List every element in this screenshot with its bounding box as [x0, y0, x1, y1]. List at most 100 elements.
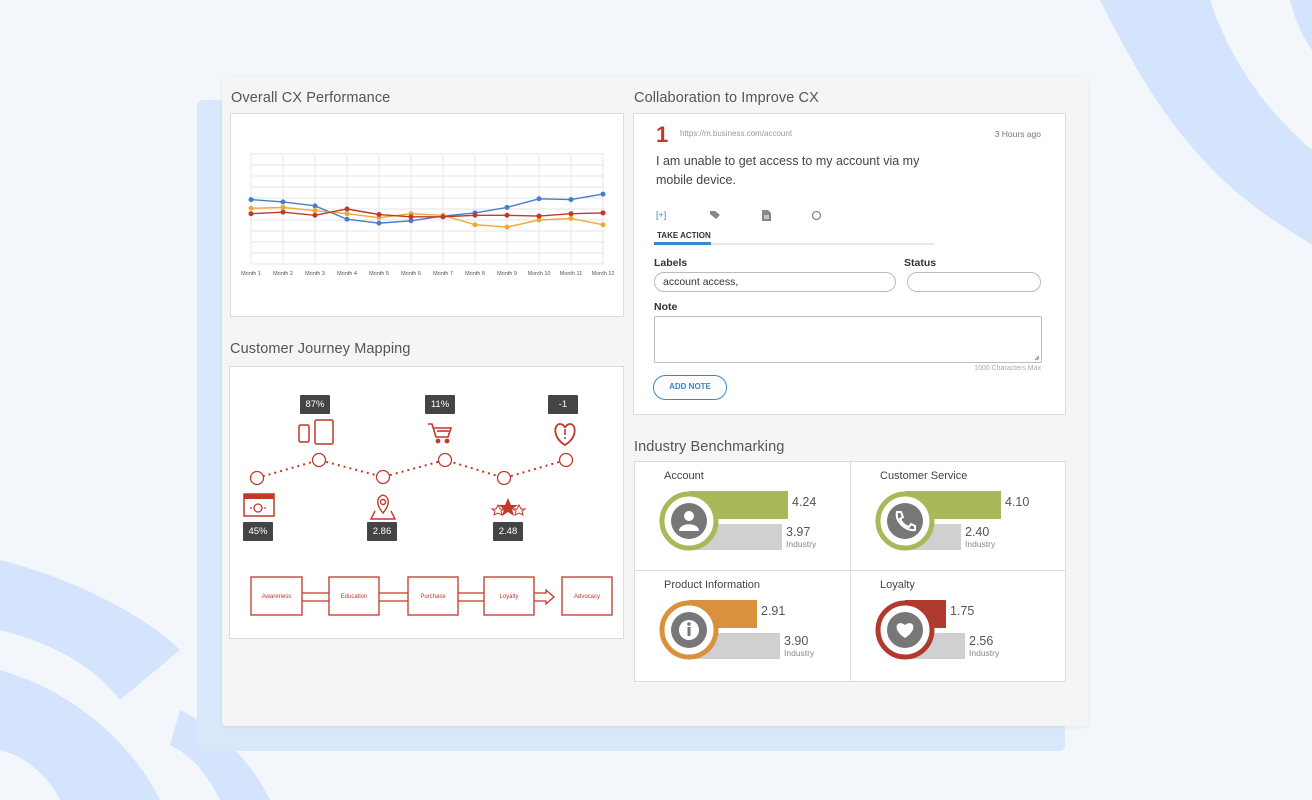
- data-point[interactable]: [344, 216, 350, 222]
- journey-badge: 2.48: [493, 522, 523, 541]
- data-point[interactable]: [280, 199, 286, 205]
- series-line: [250, 193, 604, 224]
- benchmark-cell: Customer Service 4.10 2.40 Industry: [851, 462, 1066, 572]
- data-point[interactable]: [312, 203, 318, 209]
- tab-take-action[interactable]: TAKE ACTION: [657, 231, 711, 240]
- journey-node[interactable]: [437, 452, 453, 468]
- x-tick-label: Month 5: [369, 271, 389, 277]
- benchmark-score: 2.91: [761, 604, 786, 618]
- data-point[interactable]: [248, 211, 254, 217]
- journey-node[interactable]: [558, 452, 574, 468]
- benchmark-industry-label: Industry: [965, 539, 996, 549]
- benchmarking-title: Industry Benchmarking: [634, 439, 785, 455]
- series-line: [250, 206, 604, 228]
- resize-handle-icon[interactable]: [1034, 355, 1040, 361]
- benchmark-cell: Account 4.24 3.97 Industry: [635, 462, 850, 572]
- data-point[interactable]: [312, 212, 318, 218]
- data-point[interactable]: [248, 197, 254, 203]
- journey-map: Awareness Education Purchase Loyalty Adv…: [243, 419, 613, 616]
- data-point[interactable]: [312, 208, 318, 214]
- devices-icon: [298, 419, 334, 445]
- journey-node[interactable]: [249, 470, 265, 486]
- data-point[interactable]: [536, 217, 542, 223]
- journey-badge: 87%: [300, 395, 330, 414]
- benchmark-score: 1.75: [950, 604, 975, 618]
- note-textarea[interactable]: [654, 316, 1042, 363]
- x-tick-label: Month 6: [401, 271, 421, 277]
- document-icon[interactable]: [762, 210, 771, 221]
- data-point[interactable]: [568, 211, 574, 217]
- data-point[interactable]: [504, 212, 510, 218]
- data-point[interactable]: [376, 212, 382, 217]
- data-point[interactable]: [568, 215, 574, 221]
- data-point[interactable]: [472, 222, 478, 228]
- stage-box-awareness[interactable]: [250, 576, 303, 616]
- ticket-url[interactable]: https://m.business.com/account: [680, 129, 793, 138]
- data-point[interactable]: [600, 191, 606, 197]
- x-tick-label: Month 2: [273, 271, 293, 277]
- journey-node[interactable]: [375, 469, 391, 485]
- data-point[interactable]: [568, 197, 574, 203]
- benchmark-title: Account: [664, 470, 704, 482]
- stage-label: Advocacy: [574, 594, 600, 600]
- x-tick-label: Month 8: [465, 271, 485, 277]
- benchmark-cell: Loyalty 1.75 2.56 Industry: [851, 571, 1066, 681]
- benchmark-title: Loyalty: [880, 579, 915, 591]
- stage-box-loyalty[interactable]: [483, 576, 535, 616]
- benchmark-industry-label: Industry: [969, 648, 1000, 658]
- stage-box-advocacy[interactable]: [561, 576, 613, 616]
- journey-path: [256, 458, 567, 480]
- data-point[interactable]: [344, 206, 350, 212]
- data-point[interactable]: [408, 214, 414, 220]
- data-point[interactable]: [440, 214, 446, 220]
- stage-label: Loyalty: [499, 594, 518, 600]
- x-tick-label: Month 7: [433, 271, 453, 277]
- data-point[interactable]: [600, 210, 606, 216]
- labels-input[interactable]: account access,: [654, 272, 896, 292]
- tag-icon[interactable]: [709, 210, 721, 220]
- heart-alert-icon: [554, 423, 576, 447]
- journey-badge: -1: [548, 395, 578, 414]
- journey-stages: [250, 576, 613, 616]
- data-point[interactable]: [376, 220, 382, 226]
- add-bracket-icon[interactable]: [+]: [656, 210, 667, 220]
- collaboration-panel: 1 https://m.business.com/account 3 Hours…: [633, 113, 1066, 415]
- data-point[interactable]: [600, 222, 606, 228]
- data-point[interactable]: [536, 213, 542, 219]
- benchmark-score: 4.10: [1005, 495, 1030, 509]
- x-tick-label: Month 1: [241, 271, 261, 277]
- data-point[interactable]: [504, 224, 510, 230]
- status-select[interactable]: [907, 272, 1041, 292]
- circle-icon[interactable]: [811, 210, 822, 221]
- stage-label: Purchase: [420, 594, 446, 600]
- benchmark-cell: Product Information 2.91 3.90 Industry: [635, 571, 850, 681]
- data-point[interactable]: [280, 204, 286, 210]
- data-point[interactable]: [472, 212, 478, 218]
- benchmark-industry-score: 2.40: [965, 525, 990, 539]
- benchmarking-panel: Account 4.24 3.97 Industry Customer Service 4…: [634, 461, 1066, 682]
- person-icon: [679, 511, 699, 531]
- journey-node[interactable]: [311, 452, 327, 468]
- stage-box-purchase[interactable]: [407, 576, 459, 616]
- x-tick-label: Month 10: [528, 271, 551, 277]
- add-note-button[interactable]: ADD NOTE: [653, 375, 727, 400]
- stage-box-education[interactable]: [328, 576, 380, 616]
- data-point[interactable]: [504, 204, 510, 210]
- data-point[interactable]: [280, 209, 286, 215]
- data-point[interactable]: [344, 211, 350, 217]
- benchmark-score: 4.24: [792, 495, 817, 509]
- background-arc-top-right: [1100, 0, 1312, 245]
- collaboration-title: Collaboration to Improve CX: [634, 90, 819, 106]
- journey-title: Customer Journey Mapping: [230, 341, 411, 357]
- x-tick-label: Month 9: [497, 271, 517, 277]
- journey-badge: 11%: [425, 395, 455, 414]
- data-point[interactable]: [408, 218, 414, 224]
- journey-node[interactable]: [496, 470, 512, 486]
- ticket-message: I am unable to get access to my account …: [656, 154, 920, 187]
- data-point[interactable]: [248, 205, 254, 211]
- data-point[interactable]: [536, 196, 542, 202]
- ticket-number: 1: [656, 122, 669, 147]
- benchmark-title: Product Information: [664, 579, 760, 591]
- x-tick-label: Month 3: [305, 271, 325, 277]
- benchmark-industry-score: 2.56: [969, 634, 994, 648]
